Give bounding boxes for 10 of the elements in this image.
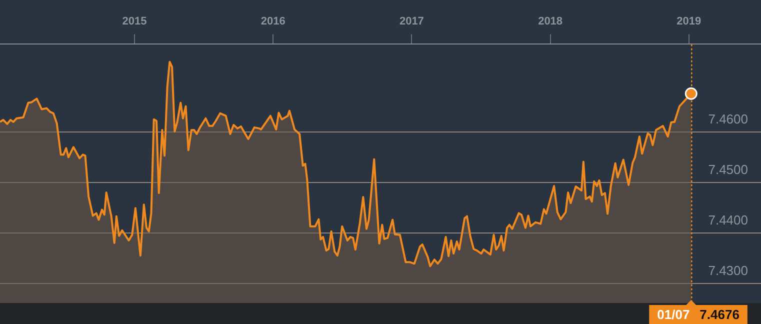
x-tick-label: 2015	[122, 16, 147, 28]
text: 01/07 7.4676	[657, 307, 740, 322]
x-tick-label: 2016	[260, 16, 286, 28]
y-tick-label: 7.4600	[708, 112, 748, 127]
x-tick-label: 2019	[676, 16, 702, 28]
y-tick-label: 7.4400	[708, 212, 748, 228]
x-tick-label: 2018	[538, 16, 563, 28]
x-tick-label: 2017	[399, 16, 424, 28]
y-tick-label: 7.4500	[708, 162, 748, 178]
y-tick-label: 7.4300	[708, 262, 748, 278]
